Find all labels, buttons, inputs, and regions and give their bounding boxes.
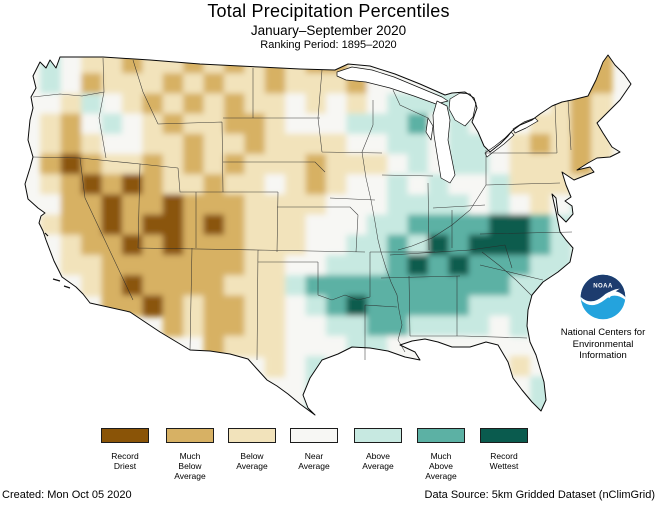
legend-swatch-much-above-average — [417, 428, 465, 443]
legend-label: Above Average — [362, 451, 394, 471]
legend-label: Much Below Average — [174, 451, 206, 481]
channel-islands — [44, 232, 71, 289]
legend-swatch-below-average — [228, 428, 276, 443]
lake-ontario — [512, 117, 539, 134]
state-boundaries — [32, 57, 573, 361]
data-source: Data Source: 5km Gridded Dataset (nClimG… — [424, 489, 655, 501]
ranking-period: Ranking Period: 1895–2020 — [260, 39, 397, 51]
great-lakes — [336, 66, 539, 184]
legend-swatch-much-below-average — [166, 428, 214, 443]
noaa-acronym: NOAA — [593, 284, 613, 290]
legend-swatch-record-wettest — [480, 428, 528, 443]
legend-swatch-near-average — [290, 428, 338, 443]
us-precipitation-map — [24, 54, 632, 416]
page-title: Total Precipitation Percentiles — [207, 1, 450, 21]
legend-label: Much Above Average — [425, 451, 457, 481]
legend-swatch-above-average — [354, 428, 402, 443]
legend-label: Below Average — [236, 451, 268, 471]
map-fill-layer — [25, 55, 631, 415]
noaa-org-name: National Centers for Environmental Infor… — [560, 327, 646, 361]
legend-label: Record Wettest — [489, 451, 519, 471]
noaa-logo-icon: NOAA — [580, 274, 626, 320]
green-bay — [425, 117, 434, 141]
page-subtitle: January–September 2020 — [250, 23, 407, 38]
us-outline — [24, 54, 632, 416]
lake-superior — [336, 66, 449, 105]
created-date: Created: Mon Oct 05 2020 — [2, 489, 132, 501]
color-legend: Record Driest Much Below Average Below Average… — [0, 426, 657, 488]
lake-michigan — [432, 100, 456, 184]
lake-huron — [448, 92, 477, 127]
legend-label: Record Driest — [111, 451, 139, 471]
noaa-branding: NOAA National Centers for Environmental … — [560, 271, 646, 362]
legend-label: Near Average — [298, 451, 330, 471]
legend-swatch-record-driest — [101, 428, 149, 443]
